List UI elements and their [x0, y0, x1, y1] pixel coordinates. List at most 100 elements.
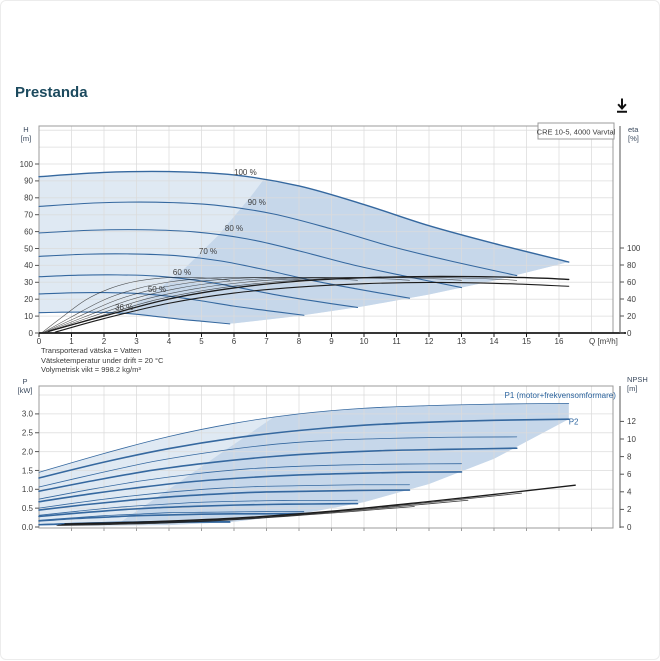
- svg-text:50 %: 50 %: [148, 285, 166, 294]
- svg-text:P1 (motor+frekvensomformare): P1 (motor+frekvensomformare): [505, 391, 617, 400]
- svg-text:4: 4: [627, 488, 632, 497]
- svg-text:[kW]: [kW]: [18, 386, 33, 395]
- svg-text:100 %: 100 %: [234, 168, 257, 177]
- qh-speed-70: [38, 253, 411, 299]
- svg-text:9: 9: [329, 337, 334, 346]
- svg-text:5: 5: [199, 337, 204, 346]
- svg-text:60: 60: [627, 278, 636, 287]
- p1-speed-60: [38, 499, 358, 516]
- svg-text:[%]: [%]: [628, 134, 639, 143]
- liquid-info: Transporterad vätska = Vatten Vätsketemp…: [41, 346, 163, 375]
- eta-curve-70: [45, 276, 410, 333]
- p2-speed-90: [38, 447, 518, 492]
- svg-text:70: 70: [24, 211, 33, 220]
- svg-text:3.0: 3.0: [22, 410, 34, 419]
- svg-text:2.0: 2.0: [22, 447, 34, 456]
- svg-text:0: 0: [29, 329, 34, 338]
- p1-speed-100: [38, 402, 570, 473]
- svg-text:[m]: [m]: [627, 384, 637, 393]
- svg-text:14: 14: [490, 337, 499, 346]
- svg-text:8: 8: [297, 337, 302, 346]
- svg-text:20: 20: [24, 295, 33, 304]
- svg-text:7: 7: [264, 337, 269, 346]
- npsh-curve-80: [58, 499, 469, 526]
- svg-text:10: 10: [360, 337, 369, 346]
- svg-text:80: 80: [627, 261, 636, 270]
- svg-text:10: 10: [24, 312, 33, 321]
- p1-speed-80: [38, 463, 462, 500]
- svg-text:8: 8: [627, 452, 632, 461]
- npsh-curve-100: [64, 484, 576, 525]
- info-line-temperature: Vätsketemperatur under drift = 20 °C: [41, 355, 164, 365]
- svg-text:0: 0: [627, 329, 632, 338]
- svg-text:100: 100: [627, 244, 641, 253]
- p1-speed-90: [38, 436, 518, 488]
- p2-speed-80: [38, 471, 463, 503]
- svg-text:100: 100: [20, 160, 34, 169]
- curve-title-box: [537, 122, 615, 140]
- npsh-curve-70: [56, 506, 415, 526]
- svg-text:6: 6: [627, 470, 632, 479]
- download-button[interactable]: [611, 96, 633, 118]
- eta-curve-36: [42, 276, 231, 333]
- svg-text:16: 16: [555, 337, 564, 346]
- eta-curve-100: [48, 275, 570, 332]
- qh-speed-50: [38, 292, 305, 316]
- svg-text:10: 10: [627, 435, 636, 444]
- svg-text:13: 13: [457, 337, 466, 346]
- svg-text:NPSH: NPSH: [627, 375, 648, 384]
- svg-text:2: 2: [102, 337, 107, 346]
- svg-text:36 %: 36 %: [115, 303, 133, 312]
- qh-speed-60: [38, 274, 359, 309]
- eta-curve-80: [46, 276, 462, 333]
- svg-text:50: 50: [24, 244, 33, 253]
- p2-speed-70: [38, 489, 411, 511]
- svg-text:0: 0: [37, 337, 42, 346]
- svg-text:0.5: 0.5: [22, 504, 34, 513]
- svg-text:eta: eta: [628, 125, 639, 134]
- svg-text:80: 80: [24, 194, 33, 203]
- svg-text:CRE 10-5, 4000 Varvtal: CRE 10-5, 4000 Varvtal: [537, 128, 616, 137]
- svg-text:12: 12: [627, 417, 636, 426]
- svg-text:4: 4: [167, 337, 172, 346]
- p1-speed-50: [38, 511, 305, 521]
- eta-curve-total: [54, 281, 570, 333]
- qh-speed-90: [38, 201, 518, 277]
- download-icon: [617, 98, 627, 113]
- svg-text:3: 3: [134, 337, 139, 346]
- p2-speed-100: [38, 418, 570, 479]
- svg-text:20: 20: [627, 312, 636, 321]
- svg-text:[m]: [m]: [21, 134, 31, 143]
- svg-text:40: 40: [24, 261, 33, 270]
- svg-text:2: 2: [627, 505, 632, 514]
- svg-text:12: 12: [425, 337, 434, 346]
- svg-text:90: 90: [24, 177, 33, 186]
- svg-text:P: P: [22, 377, 27, 386]
- p2-speed-50: [38, 512, 305, 522]
- svg-text:40: 40: [627, 295, 636, 304]
- qh-speed-36: [38, 311, 231, 325]
- svg-text:2.5: 2.5: [22, 429, 34, 438]
- page-title: Prestanda: [15, 84, 88, 102]
- svg-text:6: 6: [232, 337, 237, 346]
- svg-text:90 %: 90 %: [248, 198, 266, 207]
- eta-curve-50: [43, 276, 305, 333]
- svg-text:1: 1: [69, 337, 74, 346]
- info-line-density: Volymetrisk vikt = 998.2 kg/m³: [41, 365, 141, 375]
- svg-text:0: 0: [627, 523, 632, 532]
- svg-text:1.5: 1.5: [22, 466, 34, 475]
- npsh-curve-90: [61, 492, 523, 525]
- svg-text:60 %: 60 %: [173, 268, 191, 277]
- power-envelope-dark: [117, 403, 569, 526]
- svg-text:H: H: [23, 125, 28, 134]
- p1-speed-70: [38, 484, 410, 509]
- p2-speed-60: [38, 502, 359, 518]
- svg-text:Q [m³/h]: Q [m³/h]: [589, 337, 618, 346]
- svg-text:70 %: 70 %: [199, 247, 217, 256]
- svg-text:15: 15: [522, 337, 531, 346]
- qh-speed-100: [38, 170, 570, 263]
- svg-text:30: 30: [24, 278, 33, 287]
- svg-text:P2: P2: [569, 417, 579, 426]
